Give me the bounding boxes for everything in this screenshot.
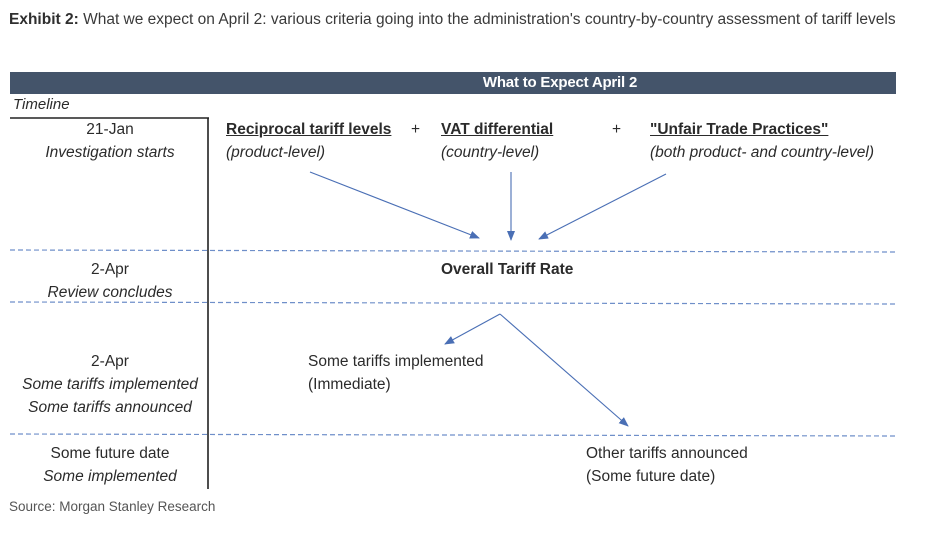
timeline-desc: Some tariffs implemented: [22, 376, 198, 393]
timeline-entry-2-apr-tariffs: 2-Apr Some tariffs implemented Some tari…: [10, 350, 210, 419]
criterion-scope: (both product- and country-level): [650, 144, 875, 161]
divider-2: [9, 301, 897, 305]
timeline-entry-21-jan: 21-Jan Investigation starts: [10, 118, 210, 164]
criterion-vat: VAT differential (country-level): [441, 118, 553, 164]
timeline-entry-2-apr-review: 2-Apr Review concludes: [10, 258, 210, 304]
timeline-desc: Some implemented: [43, 468, 177, 485]
timeline-date: 21-Jan: [86, 121, 134, 138]
outcome-future: Other tariffs announced (Some future dat…: [586, 442, 748, 488]
criterion-name: Reciprocal tariff levels: [226, 121, 392, 138]
outcome-line: Some tariffs implemented: [308, 353, 484, 370]
arrow-future: [499, 313, 629, 427]
exhibit-title: Exhibit 2: What we expect on April 2: va…: [9, 9, 914, 31]
header-banner: [10, 72, 896, 94]
outcome-line: (Immediate): [308, 376, 391, 393]
arrow-unfair: [538, 173, 667, 240]
criterion-name: "Unfair Trade Practices": [650, 121, 829, 138]
outcome-line: (Some future date): [586, 468, 716, 485]
source-note: Source: Morgan Stanley Research: [9, 499, 216, 514]
arrow-reciprocal: [309, 171, 480, 239]
criterion-scope: (country-level): [441, 144, 540, 161]
exhibit-title-text: What we expect on April 2: various crite…: [83, 11, 896, 28]
criterion-unfair: "Unfair Trade Practices" (both product- …: [650, 118, 874, 164]
timeline-date: 2-Apr: [91, 353, 129, 370]
arrow-immediate: [444, 313, 501, 345]
timeline-date: Some future date: [50, 445, 170, 462]
criterion-reciprocal: Reciprocal tariff levels (product-level): [226, 118, 391, 164]
divider-1: [9, 249, 897, 253]
plus-sign-1: +: [411, 121, 421, 138]
divider-3: [9, 433, 897, 437]
overall-tariff-rate: Overall Tariff Rate: [441, 261, 574, 278]
timeline-entry-future: Some future date Some implemented: [10, 442, 210, 488]
exhibit-label: Exhibit 2:: [9, 11, 79, 28]
outcome-line: Other tariffs announced: [586, 445, 748, 462]
plus-sign-2: +: [612, 121, 622, 138]
criterion-scope: (product-level): [226, 144, 326, 161]
timeline-heading: Timeline: [13, 96, 70, 113]
outcome-immediate: Some tariffs implemented (Immediate): [308, 350, 483, 396]
criterion-name: VAT differential: [441, 121, 554, 138]
timeline-date: 2-Apr: [91, 261, 129, 278]
timeline-desc: Investigation starts: [45, 144, 175, 161]
timeline-desc: Some tariffs announced: [28, 399, 192, 416]
banner-label: What to Expect April 2: [482, 74, 638, 91]
timeline-desc: Review concludes: [47, 284, 173, 301]
